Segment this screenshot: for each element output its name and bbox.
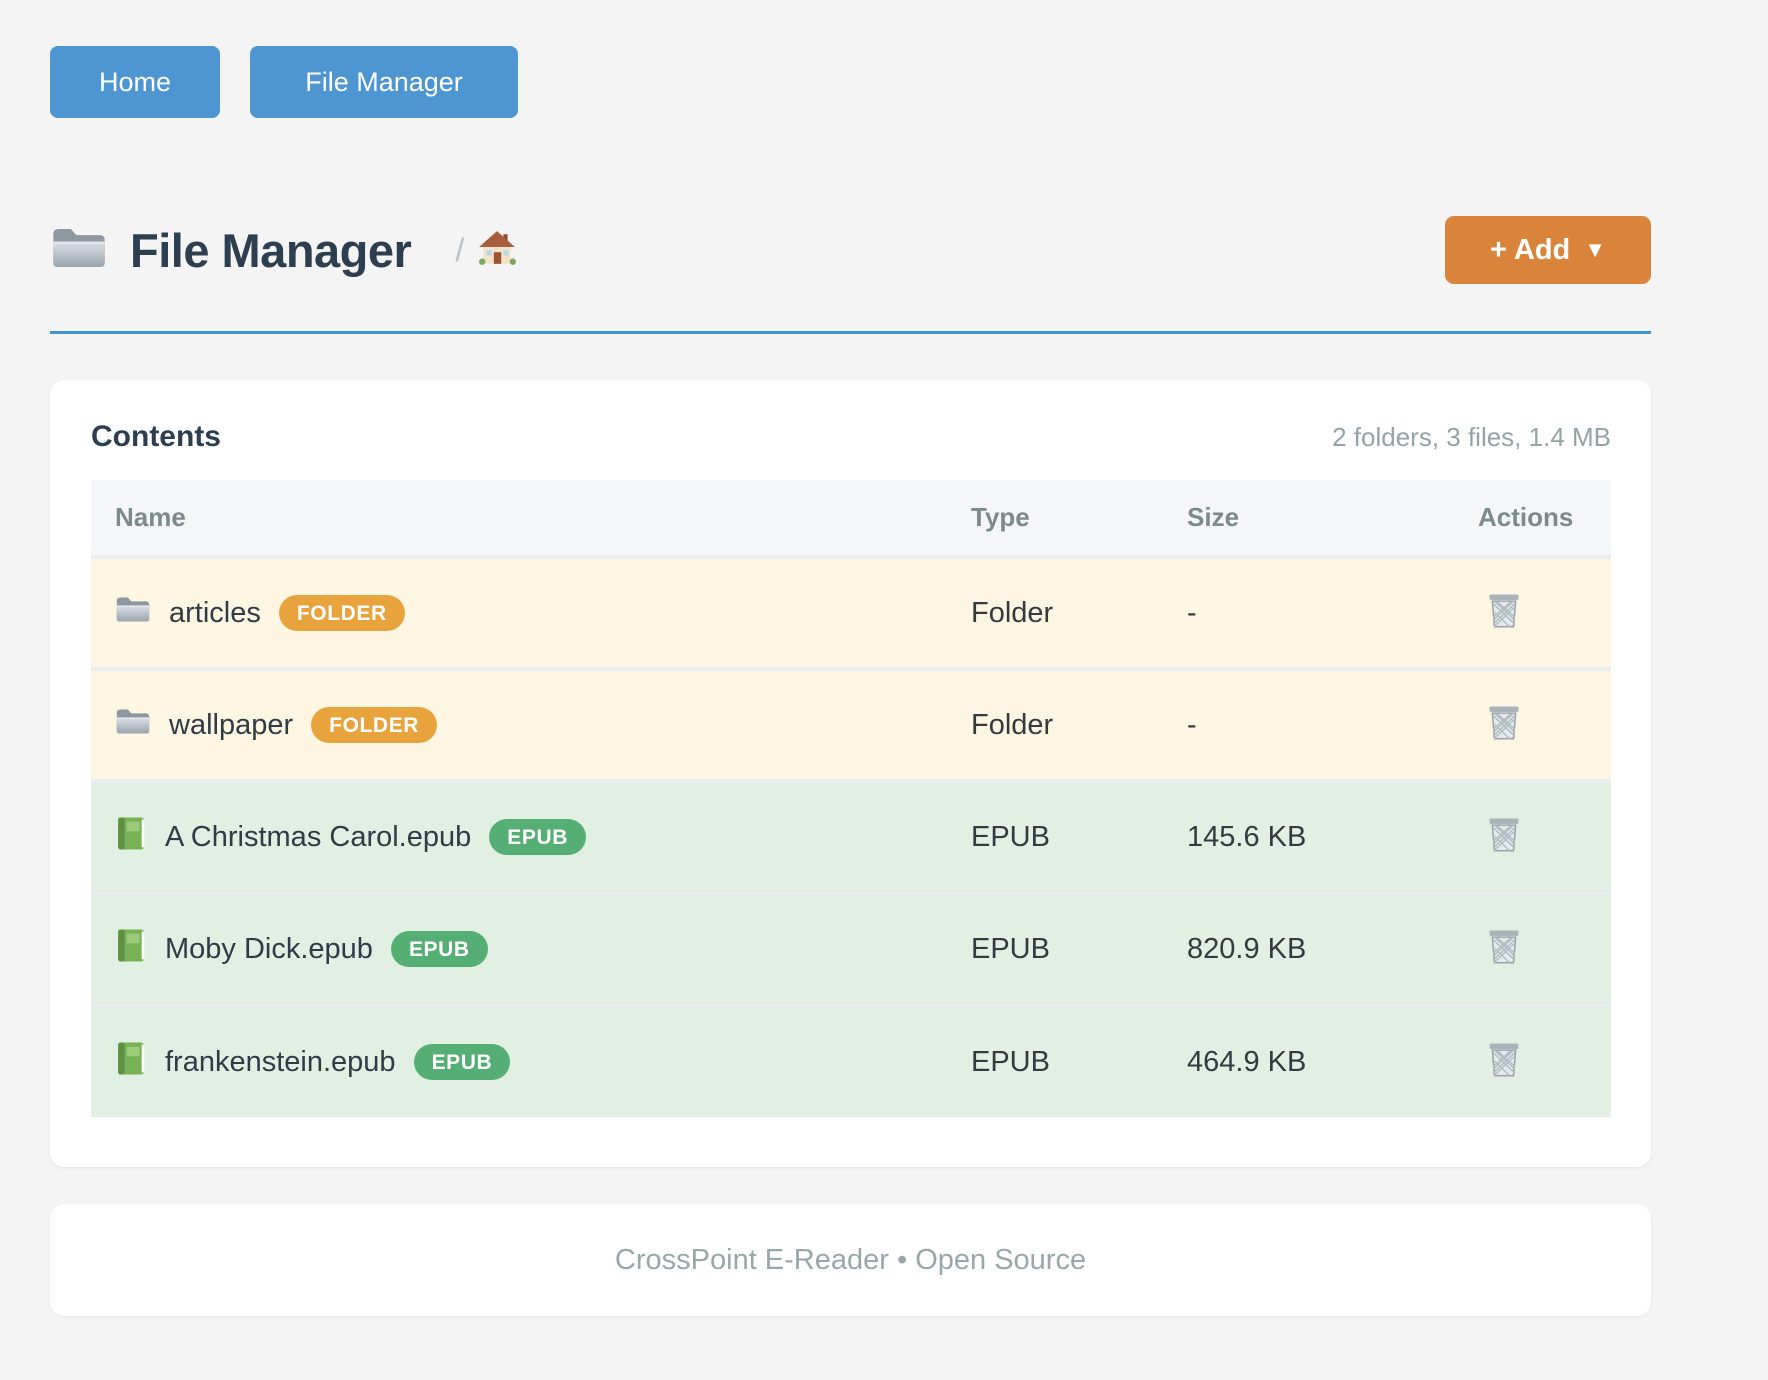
contents-panel: Contents 2 folders, 3 files, 1.4 MB Name…: [50, 380, 1651, 1167]
path-breadcrumb: /: [455, 230, 517, 271]
trash-icon: [1484, 1039, 1524, 1082]
contents-summary: 2 folders, 3 files, 1.4 MB: [1332, 422, 1611, 452]
file-table: Name Type Size Actions articles FOLDER F…: [91, 480, 1611, 1117]
entry-name: wallpaper: [169, 708, 294, 741]
column-header-type: Type: [971, 480, 1187, 557]
folder-icon: [115, 707, 151, 744]
folder-icon: [115, 595, 151, 632]
delete-button[interactable]: [1480, 588, 1528, 635]
contents-header: Contents 2 folders, 3 files, 1.4 MB: [91, 420, 1611, 454]
entry-size: 145.6 KB: [1187, 781, 1478, 893]
table-row: wallpaper FOLDER Folder -: [91, 669, 1611, 781]
book-icon: [115, 815, 147, 860]
home-root-link[interactable]: [478, 230, 517, 271]
type-badge: FOLDER: [311, 707, 438, 743]
page-title: File Manager: [130, 223, 412, 277]
trash-icon: [1484, 590, 1524, 633]
delete-button[interactable]: [1480, 700, 1528, 747]
entry-name: A Christmas Carol.epub: [165, 820, 472, 853]
entry-type: EPUB: [971, 1005, 1187, 1117]
type-badge: EPUB: [413, 1044, 511, 1080]
entry-name: articles: [169, 596, 261, 629]
column-header-actions: Actions: [1478, 480, 1611, 557]
folder-title-icon: [50, 225, 108, 276]
footer: CrossPoint E-Reader • Open Source: [50, 1204, 1651, 1316]
book-icon: [115, 1040, 147, 1085]
delete-button[interactable]: [1480, 1037, 1528, 1084]
header-divider: [50, 331, 1651, 334]
entry-size: -: [1187, 669, 1478, 781]
footer-text: CrossPoint E-Reader • Open Source: [614, 1243, 1087, 1276]
file-manager-nav-button[interactable]: File Manager: [250, 46, 518, 118]
entry-size: -: [1187, 557, 1478, 669]
contents-title: Contents: [91, 420, 221, 453]
type-badge: EPUB: [489, 819, 586, 855]
trash-icon: [1484, 926, 1524, 969]
file-manager-page: Home File Manager File Manager / + Add ▼: [50, 46, 1651, 1316]
breadcrumb: Home File Manager: [50, 46, 1651, 118]
entry-link[interactable]: wallpaper FOLDER: [115, 707, 971, 744]
type-badge: EPUB: [390, 931, 488, 967]
entry-name: frankenstein.epub: [165, 1045, 396, 1078]
home-nav-button[interactable]: Home: [50, 46, 220, 118]
column-header-size: Size: [1187, 480, 1478, 557]
table-header-row: Name Type Size Actions: [91, 480, 1611, 557]
add-button-label: + Add: [1489, 233, 1571, 266]
breadcrumb-separator: /: [455, 231, 465, 268]
add-button[interactable]: + Add ▼: [1445, 216, 1651, 284]
chevron-down-icon: ▼: [1584, 237, 1607, 262]
house-icon: [478, 230, 517, 271]
entry-type: Folder: [971, 669, 1187, 781]
book-icon: [115, 927, 147, 972]
trash-icon: [1484, 702, 1524, 745]
entry-link[interactable]: Moby Dick.epub EPUB: [115, 927, 971, 972]
entry-type: EPUB: [971, 893, 1187, 1005]
delete-button[interactable]: [1480, 812, 1528, 859]
entry-type: EPUB: [971, 781, 1187, 893]
entry-size: 464.9 KB: [1187, 1005, 1478, 1117]
table-row: Moby Dick.epub EPUB EPUB 820.9 KB: [91, 893, 1611, 1005]
trash-icon: [1484, 814, 1524, 857]
entry-size: 820.9 KB: [1187, 893, 1478, 1005]
table-row: articles FOLDER Folder -: [91, 557, 1611, 669]
entry-link[interactable]: articles FOLDER: [115, 595, 971, 632]
entry-type: Folder: [971, 557, 1187, 669]
delete-button[interactable]: [1480, 924, 1528, 971]
entry-link[interactable]: frankenstein.epub EPUB: [115, 1040, 971, 1085]
table-row: frankenstein.epub EPUB EPUB 464.9 KB: [91, 1005, 1611, 1117]
column-header-name: Name: [91, 480, 971, 557]
page-header: File Manager / + Add ▼: [50, 214, 1651, 286]
entry-name: Moby Dick.epub: [165, 932, 373, 965]
title-group: File Manager /: [50, 223, 517, 278]
table-row: A Christmas Carol.epub EPUB EPUB 145.6 K…: [91, 781, 1611, 893]
type-badge: FOLDER: [278, 595, 405, 631]
entry-link[interactable]: A Christmas Carol.epub EPUB: [115, 815, 971, 860]
